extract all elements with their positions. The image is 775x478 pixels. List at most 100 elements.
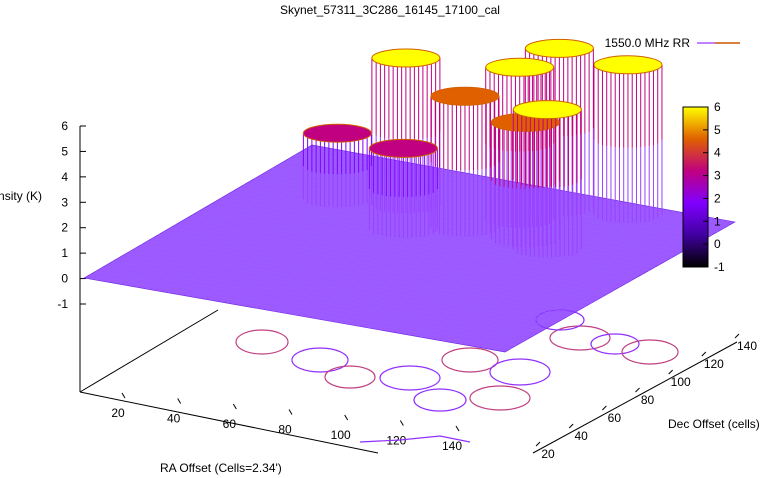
- colorbar: [682, 106, 709, 268]
- peak-column: [302, 123, 372, 208]
- peak-column: [430, 86, 500, 237]
- z-tick-label: -1: [57, 297, 68, 311]
- mesh-line: [420, 206, 651, 338]
- surface-mesh: [89, 146, 730, 351]
- peak-column: [512, 100, 582, 258]
- z-axis-ticks: -1 0 1 2 3 4 5 6: [57, 119, 86, 311]
- mesh-line: [115, 150, 344, 284]
- z-tick-label: 6: [61, 119, 68, 133]
- ra-tick-label: 80: [278, 423, 292, 437]
- ra-tick-mark: [177, 398, 182, 404]
- surface-peaks: [302, 38, 663, 258]
- dec-tick-label: 100: [671, 375, 691, 389]
- peak-column: [593, 55, 663, 223]
- mesh-line: [262, 177, 492, 310]
- mesh-line: [441, 210, 672, 342]
- contour-ring: [469, 385, 531, 411]
- contour-ring: [324, 365, 376, 389]
- dec-tick-mark: [568, 423, 574, 429]
- colorbar-tick-label: 2: [714, 191, 721, 205]
- contour-ring: [235, 329, 289, 355]
- back-floor-line: [79, 309, 219, 393]
- mesh-line: [210, 167, 440, 301]
- peak-top: [485, 57, 555, 77]
- colorbar-tick-label: 1: [714, 214, 721, 228]
- peak-top: [593, 55, 663, 75]
- mesh-line: [399, 202, 630, 334]
- mesh-line: [336, 190, 566, 323]
- z-tick-label: 4: [61, 170, 68, 184]
- mesh-line: [452, 212, 683, 343]
- dec-tick-mark: [635, 387, 640, 393]
- peak-top: [302, 123, 372, 143]
- dec-tick-mark: [734, 333, 740, 339]
- peak-top: [512, 100, 582, 120]
- ra-tick-label: 40: [167, 412, 181, 426]
- contour-ring: [441, 347, 499, 373]
- contour-edge: [359, 435, 471, 443]
- peak-top: [371, 48, 441, 68]
- peak-column: [485, 57, 555, 228]
- dec-axis-ticks: 20 40 60 80 100 120 140: [535, 333, 757, 461]
- ra-tick-mark: [121, 392, 126, 399]
- dec-tick-label: 40: [574, 429, 588, 443]
- floor-contours: [235, 309, 679, 443]
- legend-entry-label: 1550.0 MHz RR: [605, 36, 691, 50]
- peak-column: [368, 138, 438, 238]
- mesh-line: [157, 158, 387, 292]
- dec-axis-label: Dec Offset (cells): [668, 417, 760, 431]
- mesh-line: [357, 194, 588, 327]
- mesh-line: [220, 169, 450, 303]
- colorbar-tick-label: 5: [714, 123, 721, 137]
- dec-tick-mark: [701, 351, 707, 357]
- z-tick-label: 3: [61, 195, 68, 209]
- chart-title: Skynet_57311_3C286_16145_17100_cal: [280, 3, 500, 17]
- dec-tick-label: 120: [704, 357, 724, 371]
- dec-tick-label: 20: [541, 447, 555, 461]
- mesh-line: [231, 171, 461, 305]
- ra-tick-mark: [288, 409, 293, 415]
- mesh-line: [94, 146, 323, 281]
- mesh-line: [241, 173, 471, 306]
- mesh-line: [136, 154, 366, 288]
- z-tick-label: 1: [61, 246, 68, 260]
- ra-tick-label: 20: [111, 406, 125, 420]
- colorbar-tick-label: 4: [714, 146, 721, 160]
- colorbar-tick-label: 0: [714, 237, 721, 251]
- dec-tick-mark: [535, 441, 541, 447]
- mesh-line: [462, 214, 693, 345]
- mesh-line: [473, 216, 704, 347]
- contour-ring: [291, 347, 349, 373]
- axes-frame: [79, 126, 738, 454]
- ra-tick-label: 100: [331, 428, 351, 442]
- dec-tick-mark: [668, 369, 674, 375]
- contour-ring: [621, 339, 679, 365]
- ra-tick-mark: [344, 414, 349, 421]
- ra-axis-label: RA Offset (Cells=2.34'): [160, 461, 282, 475]
- z-axis-label: Intensity (K): [0, 189, 42, 203]
- mesh-line: [252, 175, 482, 308]
- z-tick-label: 2: [61, 221, 68, 235]
- ra-axis-line: [79, 391, 379, 454]
- dec-tick-label: 140: [737, 339, 757, 353]
- mesh-line: [189, 164, 418, 297]
- dec-tick-label: 60: [608, 411, 622, 425]
- ra-tick-label: 60: [223, 417, 237, 431]
- z-tick-label: 0: [61, 272, 68, 286]
- contour-ring: [590, 333, 640, 355]
- peak-top: [368, 138, 438, 158]
- ra-tick-mark: [232, 403, 237, 410]
- peak-top: [524, 38, 594, 58]
- mesh-line: [273, 179, 503, 312]
- dec-tick-label: 80: [641, 393, 655, 407]
- contour-ring: [489, 358, 551, 386]
- mesh-line: [104, 148, 334, 282]
- contour-ring: [379, 365, 441, 391]
- dec-tick-mark: [601, 405, 607, 411]
- mesh-line: [410, 204, 640, 336]
- contour-ring: [413, 388, 467, 412]
- mesh-line: [389, 200, 619, 332]
- colorbar-tick-label: 3: [714, 169, 721, 183]
